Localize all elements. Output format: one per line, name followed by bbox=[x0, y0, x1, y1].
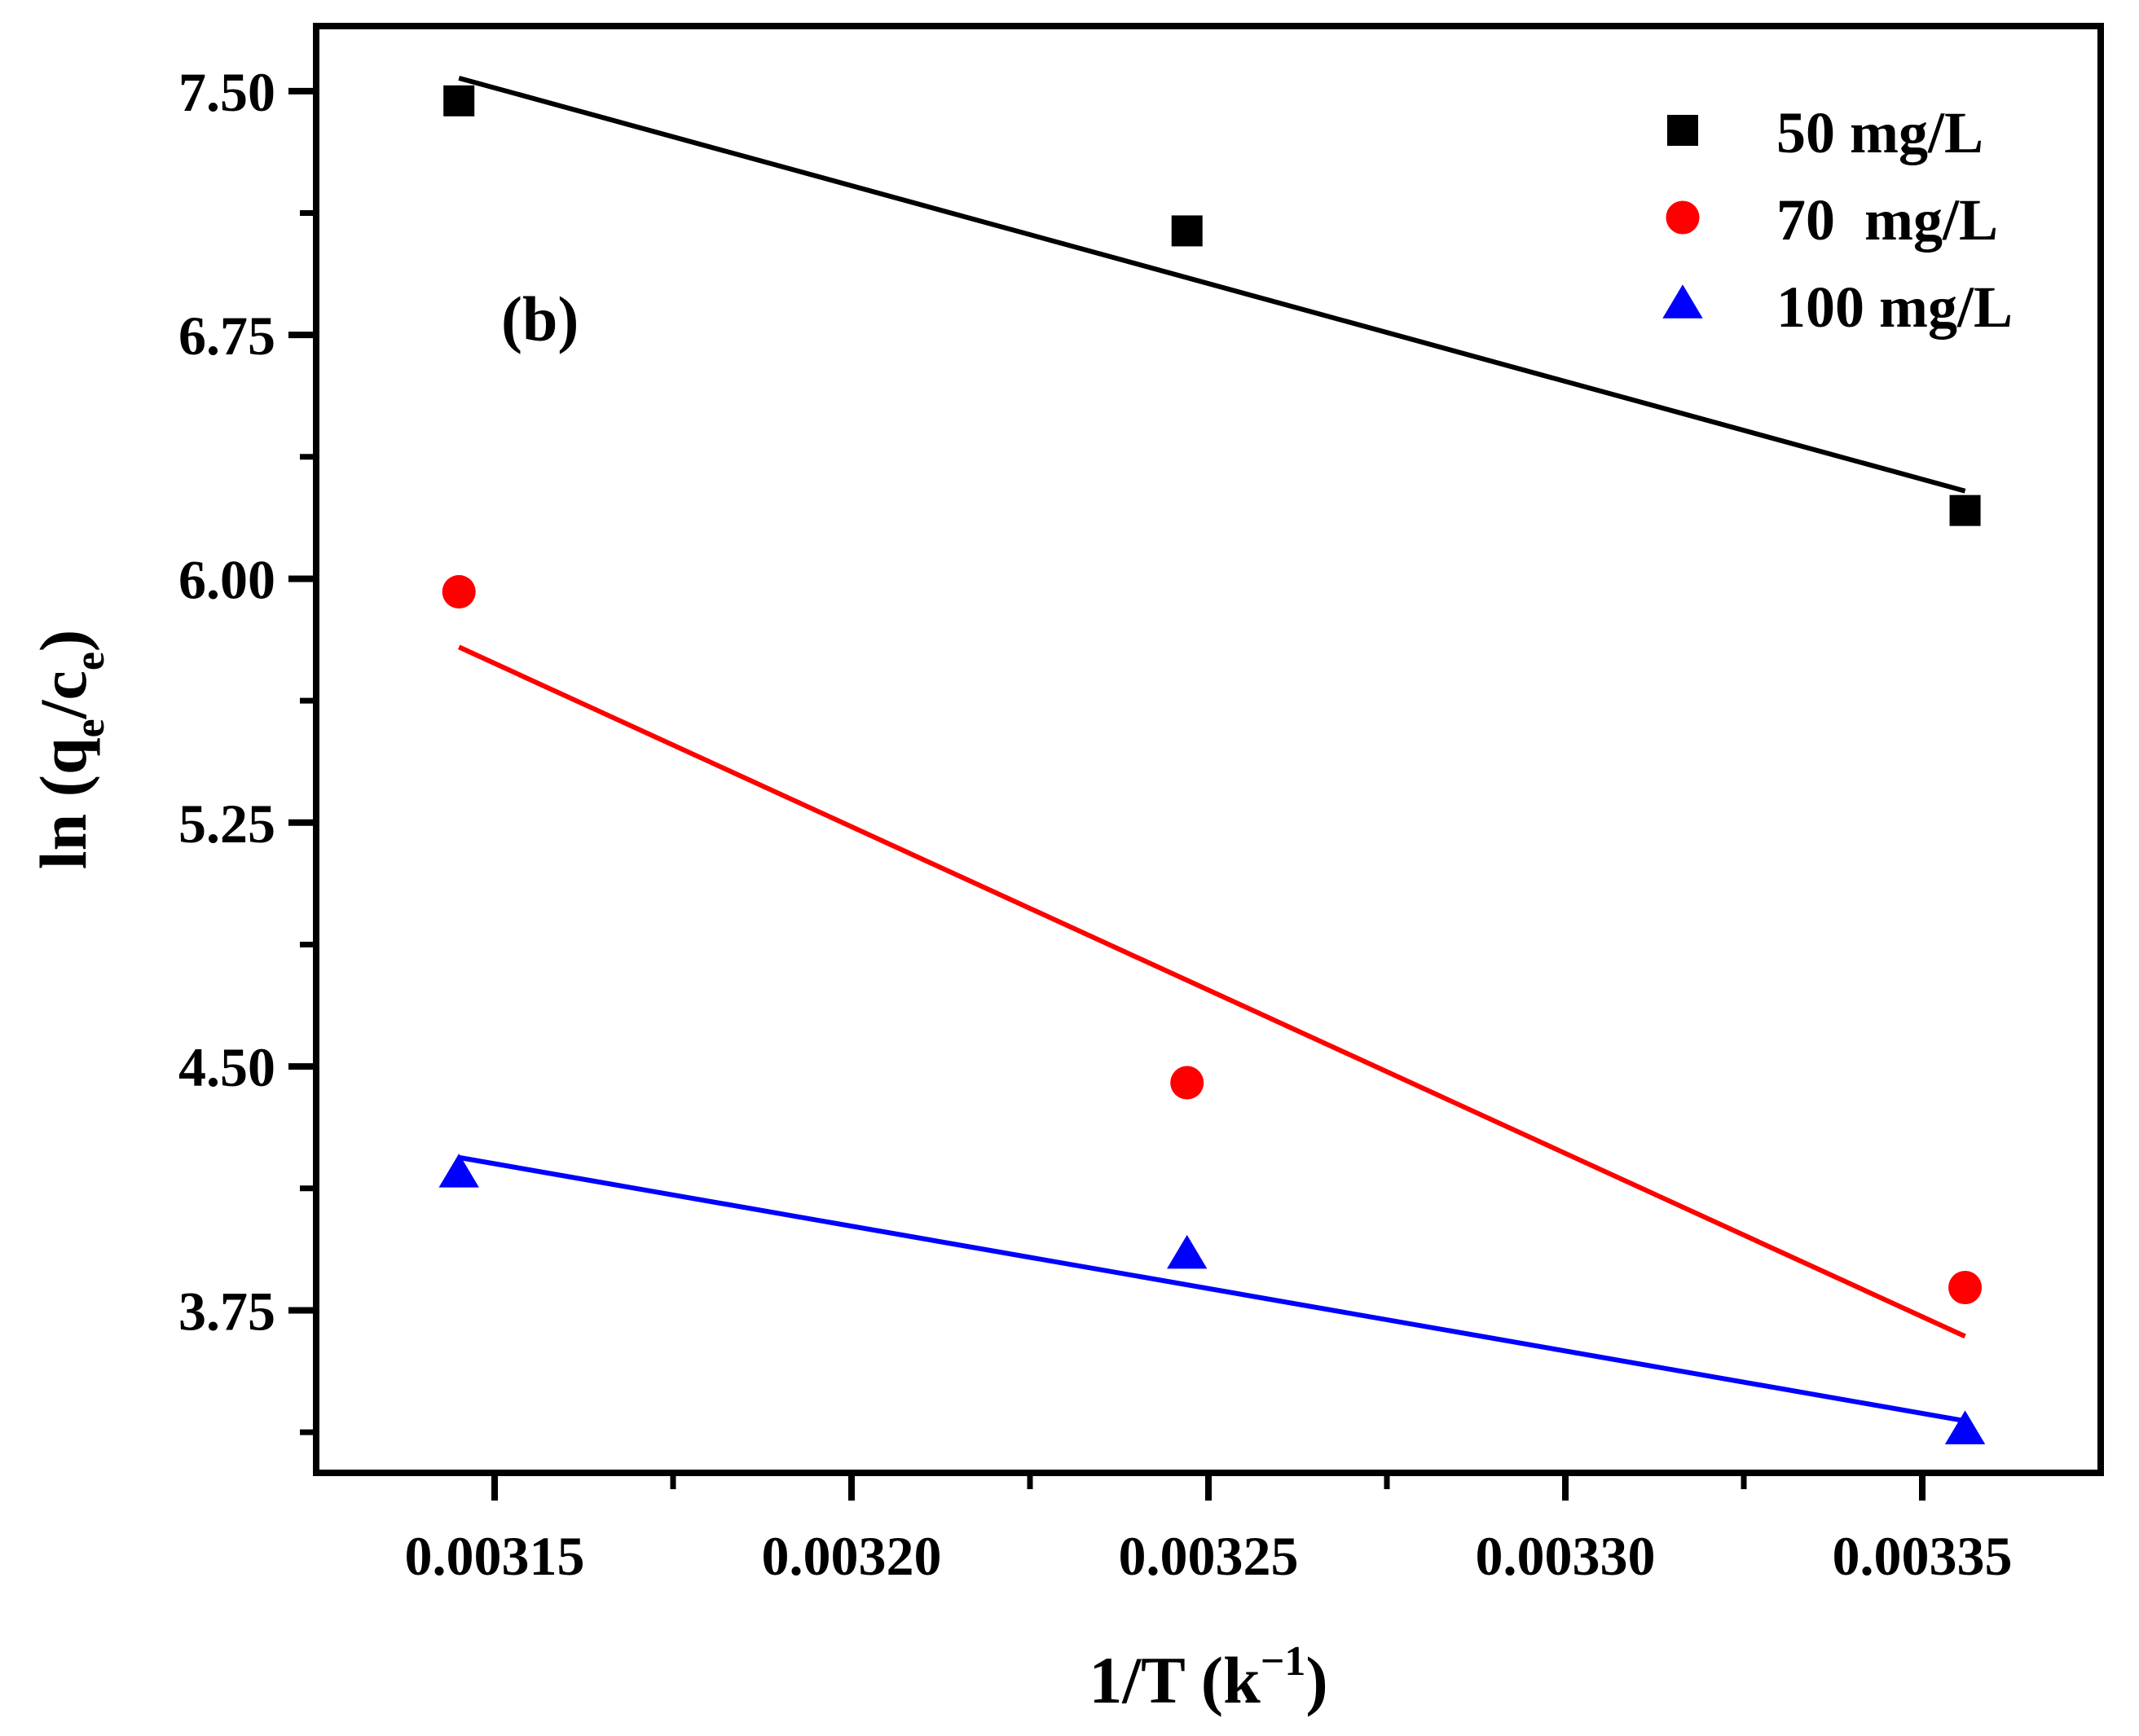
y-tick-label: 6.75 bbox=[178, 305, 275, 367]
legend: 50 mg/L 70 mg/L 100 mg/L bbox=[1662, 100, 2013, 340]
data-point bbox=[438, 1154, 479, 1188]
y-tick-label: 6.00 bbox=[178, 548, 275, 610]
data-points bbox=[438, 85, 1986, 1444]
x-axis-title-tail: ) bbox=[1305, 1643, 1327, 1717]
fit-line bbox=[458, 75, 1966, 494]
y-axis-title: ln (qe/ce) bbox=[26, 630, 113, 870]
legend-marker bbox=[1666, 200, 1700, 235]
y-tick-label: 3.75 bbox=[178, 1280, 275, 1342]
y-axis-title-suffix: ) bbox=[26, 630, 100, 652]
x-tick-label: 0.00315 bbox=[405, 1525, 585, 1587]
x-axis-title-sup: −1 bbox=[1261, 1638, 1306, 1685]
x-axis-title-base: 1/T (k bbox=[1089, 1643, 1261, 1717]
panel-label: (b) bbox=[501, 283, 579, 354]
y-axis-title-sub1: e bbox=[67, 719, 113, 737]
y-axis-title-prefix: ln (q bbox=[26, 737, 100, 869]
y-axis-title-mid: /c bbox=[26, 670, 100, 719]
data-point bbox=[1944, 1410, 1986, 1444]
x-tick-label: 0.00335 bbox=[1833, 1525, 2013, 1587]
x-tick-label: 0.00320 bbox=[762, 1525, 942, 1587]
x-tick-label: 0.00325 bbox=[1119, 1525, 1299, 1587]
legend-label: 50 mg/L bbox=[1776, 100, 1983, 165]
x-axis-title: 1/T (k−1) bbox=[1089, 1638, 1327, 1717]
data-point bbox=[1167, 1234, 1208, 1269]
y-tick-label: 7.50 bbox=[178, 61, 275, 123]
fit-lines bbox=[457, 75, 1966, 1424]
legend-label: 70 mg/L bbox=[1776, 187, 1998, 253]
fit-line bbox=[458, 1154, 1966, 1424]
legend-marker bbox=[1662, 284, 1703, 319]
y-axis-title-sub2: e bbox=[67, 652, 113, 670]
data-point bbox=[1948, 1270, 1983, 1305]
data-point bbox=[1170, 1066, 1204, 1100]
data-point bbox=[443, 85, 475, 116]
x-axis: 0.00315 0.00320 0.00325 0.00330 0.00335 bbox=[405, 1473, 2013, 1587]
x-tick-label: 0.00330 bbox=[1476, 1525, 1656, 1587]
data-point bbox=[442, 574, 476, 609]
data-point bbox=[1949, 494, 1981, 526]
y-tick-label: 4.50 bbox=[178, 1036, 275, 1098]
legend-marker bbox=[1667, 115, 1698, 146]
y-axis: 3.75 4.50 5.25 6.00 6.75 7.50 bbox=[178, 61, 316, 1435]
y-tick-label: 5.25 bbox=[178, 793, 275, 855]
data-point bbox=[1171, 215, 1203, 247]
legend-label: 100 mg/L bbox=[1776, 275, 2013, 340]
fit-line bbox=[457, 644, 1966, 1339]
